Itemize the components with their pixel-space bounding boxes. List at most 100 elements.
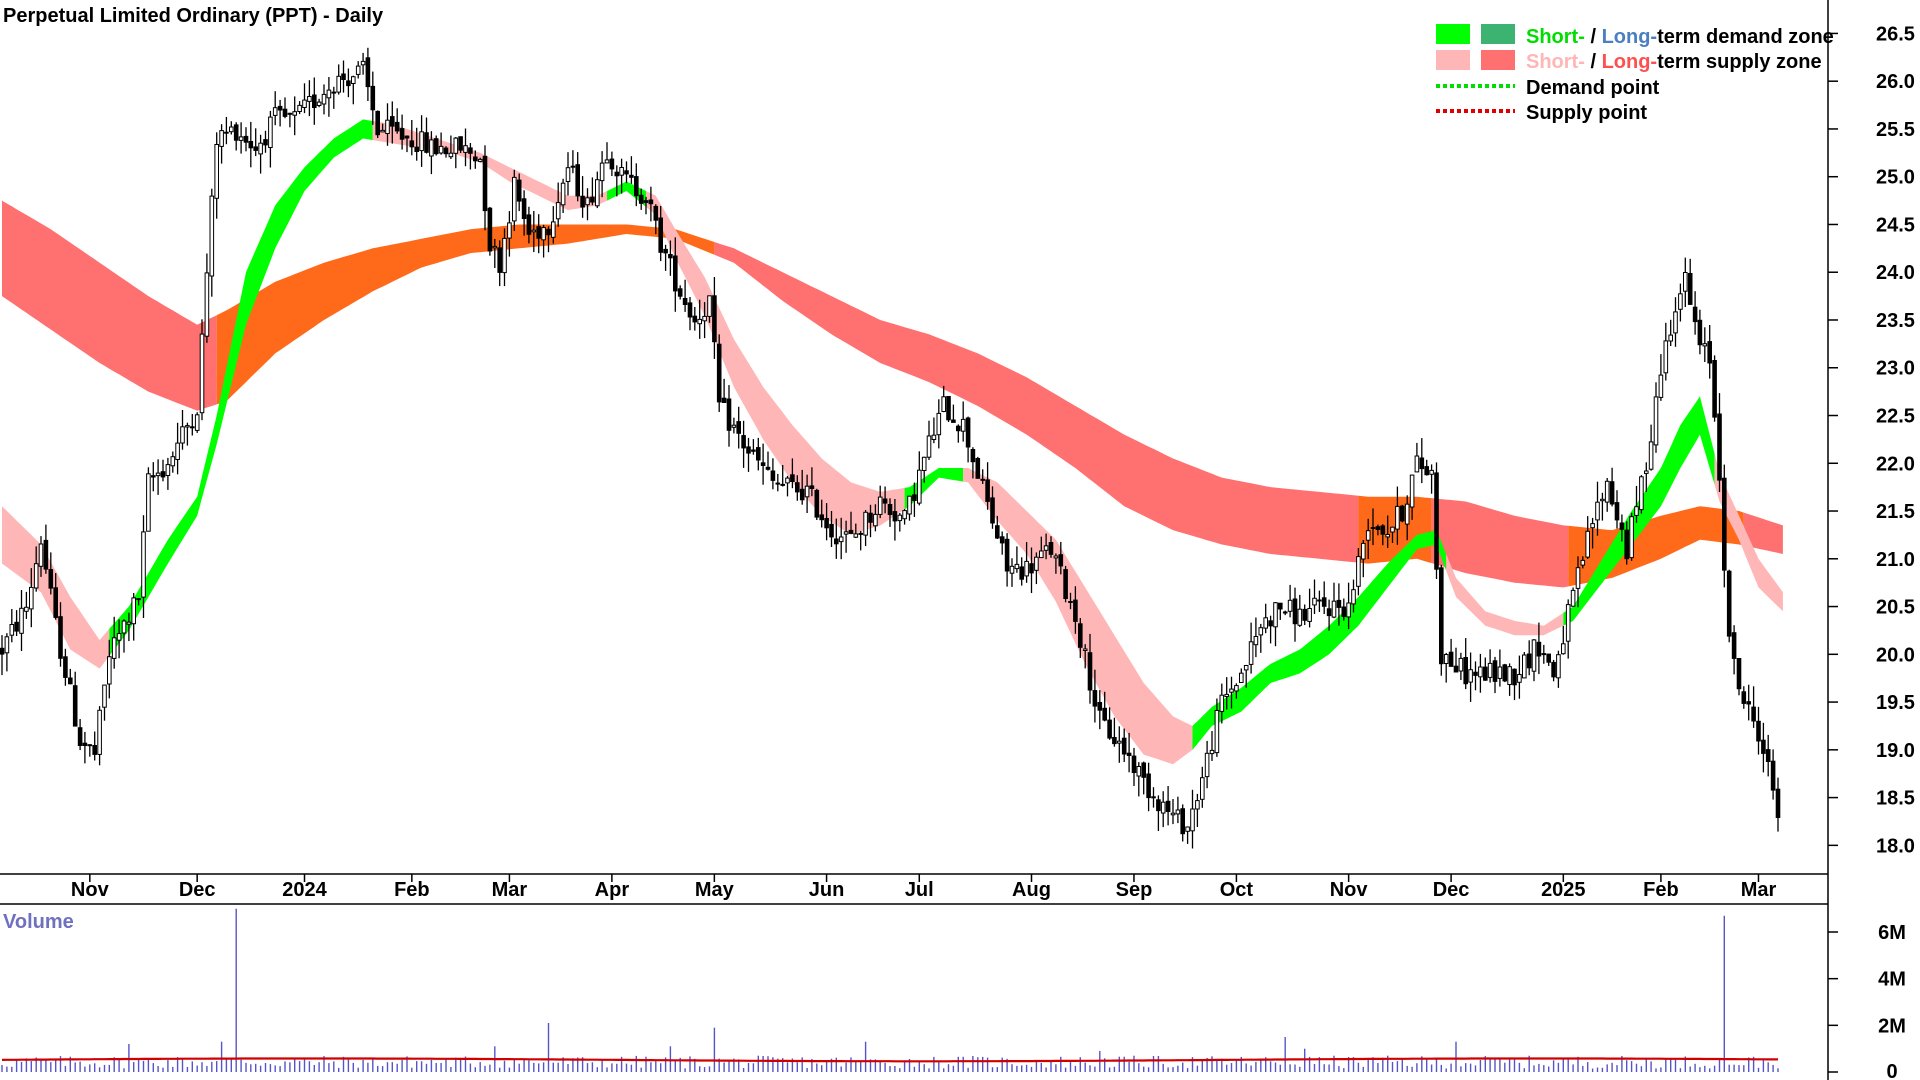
price-tick-label: 21.0 — [1876, 549, 1915, 571]
candle-body — [370, 85, 376, 111]
candle-body — [1546, 653, 1552, 663]
candle-body — [570, 165, 576, 168]
candle-body — [775, 482, 781, 485]
candle-body — [1575, 567, 1581, 589]
candle-body — [1136, 766, 1142, 777]
candle-body — [1712, 360, 1717, 418]
candle-body — [1073, 599, 1078, 622]
candle-body — [926, 435, 932, 458]
candle-body — [999, 536, 1005, 544]
candle-body — [1341, 606, 1347, 617]
candle-body — [897, 514, 903, 522]
candle-body — [541, 227, 546, 241]
candle-body — [819, 514, 825, 521]
candle-body — [131, 597, 136, 625]
candle-body — [1409, 474, 1415, 508]
candle-body — [1361, 542, 1366, 560]
candle-body — [648, 199, 654, 205]
candle-body — [595, 179, 600, 207]
volume-ticks: 0 2M 4M 6M — [1828, 922, 1906, 1080]
candle-body — [716, 343, 722, 403]
candle-body — [663, 248, 668, 254]
candle-body — [1400, 505, 1405, 522]
candle-body — [77, 727, 83, 747]
legend-demand-point: Demand point — [1526, 77, 1660, 99]
candle-body — [502, 237, 507, 274]
short-term-zone-demand-segment — [904, 468, 964, 510]
candle-body — [1443, 654, 1449, 664]
candle-body — [121, 620, 127, 634]
candle-body — [995, 525, 1000, 539]
legend-swatch-short-supply — [1436, 50, 1470, 70]
candle-body — [526, 214, 532, 235]
candle-body — [1765, 749, 1771, 762]
candle-body — [1224, 693, 1230, 698]
candle-body — [1595, 501, 1600, 521]
candle-body — [921, 456, 927, 471]
candle-body — [1234, 685, 1239, 692]
candle-body — [1121, 737, 1127, 755]
long-term-zone-supply-segment — [1431, 498, 1569, 588]
candle-body — [199, 333, 205, 414]
short-term-zone-supply-segment — [1714, 453, 1783, 612]
candle-body — [512, 176, 517, 222]
candle-body — [1268, 620, 1273, 627]
candle-body — [414, 146, 419, 152]
candle-body — [190, 426, 195, 429]
candle-body — [1395, 505, 1400, 530]
candle-body — [536, 226, 542, 239]
candle-body — [1043, 545, 1049, 551]
month-tick-label: Sep — [1116, 879, 1153, 901]
candle-body — [936, 412, 942, 436]
candle-body — [1214, 710, 1220, 754]
candle-body — [433, 138, 439, 155]
candle-body — [853, 533, 859, 538]
candle-body — [965, 417, 971, 448]
candle-body — [882, 498, 888, 504]
candle-body — [1463, 657, 1469, 685]
candle-body — [731, 424, 737, 428]
candle-body — [1512, 668, 1517, 686]
candle-body — [960, 418, 966, 432]
legend-swatch-short-demand — [1436, 24, 1470, 44]
candle-body — [1380, 525, 1386, 535]
candle-body — [126, 621, 132, 625]
candle-body — [799, 488, 805, 501]
candle-body — [1702, 343, 1708, 347]
candle-body — [1385, 534, 1391, 538]
candle-body — [1302, 608, 1308, 621]
legend-demand-long: Long- — [1602, 26, 1658, 48]
candle-body — [1078, 623, 1083, 648]
candle-body — [4, 636, 10, 654]
candle-body — [497, 247, 502, 273]
candle-body — [307, 96, 312, 102]
candle-body — [575, 164, 581, 197]
candle-body — [224, 131, 229, 134]
candle-body — [1746, 701, 1752, 705]
candle-body — [1312, 597, 1317, 606]
candle-body — [297, 104, 302, 113]
price-tick-label: 23.5 — [1876, 310, 1915, 332]
candle-body — [404, 135, 410, 139]
price-tick-label: 21.5 — [1876, 501, 1915, 523]
candle-body — [1756, 720, 1761, 742]
month-tick-label: Nov — [71, 879, 110, 901]
candle-body — [1346, 602, 1351, 618]
candle-body — [838, 536, 844, 543]
price-tick-label: 19.0 — [1876, 740, 1915, 762]
candle-body — [1126, 752, 1132, 757]
candle-body — [468, 147, 473, 154]
candle-body — [946, 396, 951, 421]
candle-body — [1375, 526, 1381, 531]
candle-body — [829, 523, 834, 538]
candle-body — [658, 217, 664, 253]
candle-body — [546, 228, 551, 236]
candle-body — [907, 495, 912, 515]
candle-body — [448, 152, 454, 158]
candle-body — [1102, 707, 1108, 721]
candle-body — [375, 110, 380, 136]
candle-body — [790, 474, 795, 482]
candle-body — [1722, 477, 1727, 571]
candle-body — [1551, 661, 1556, 678]
candle-body — [287, 112, 293, 115]
